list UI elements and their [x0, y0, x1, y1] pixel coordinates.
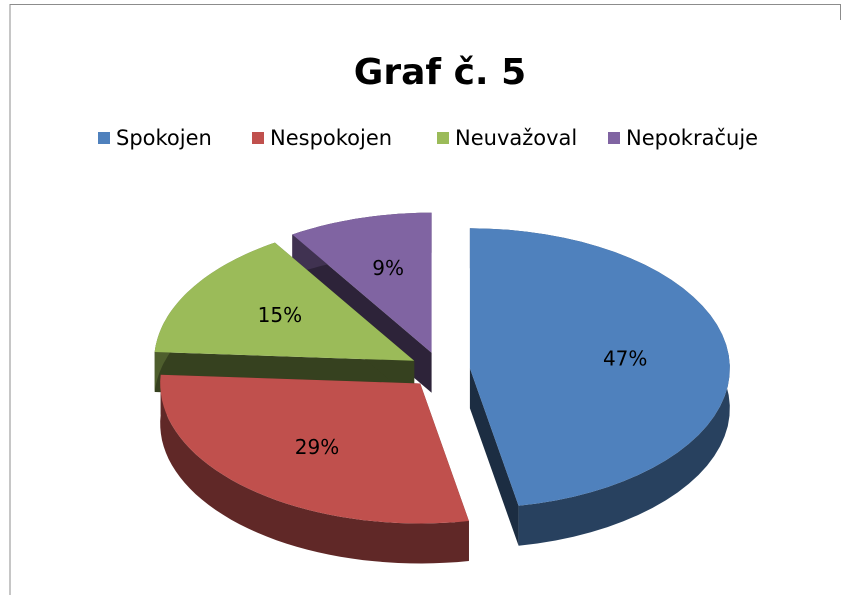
- slice: [292, 212, 432, 353]
- legend-label: Spokojen: [116, 126, 212, 150]
- legend-swatch: [252, 132, 264, 144]
- chart-title: Graf č. 5: [354, 52, 526, 93]
- data-label: 15%: [258, 303, 302, 327]
- legend-label: Neuvažoval: [455, 126, 577, 150]
- slice: [160, 374, 469, 524]
- slice-side: [469, 368, 519, 546]
- legend-swatch: [608, 132, 620, 144]
- legend-label: Nespokojen: [270, 126, 392, 150]
- data-label: 9%: [372, 256, 404, 280]
- slice: [154, 242, 415, 361]
- slice: [469, 228, 730, 506]
- data-label: 29%: [295, 435, 339, 459]
- data-label: 47%: [603, 347, 647, 371]
- chart-frame: [9, 4, 841, 595]
- slice-side: [160, 374, 469, 564]
- legend-swatch: [98, 132, 110, 144]
- legend-label: Nepokračuje: [626, 126, 758, 150]
- legend-swatch: [437, 132, 449, 144]
